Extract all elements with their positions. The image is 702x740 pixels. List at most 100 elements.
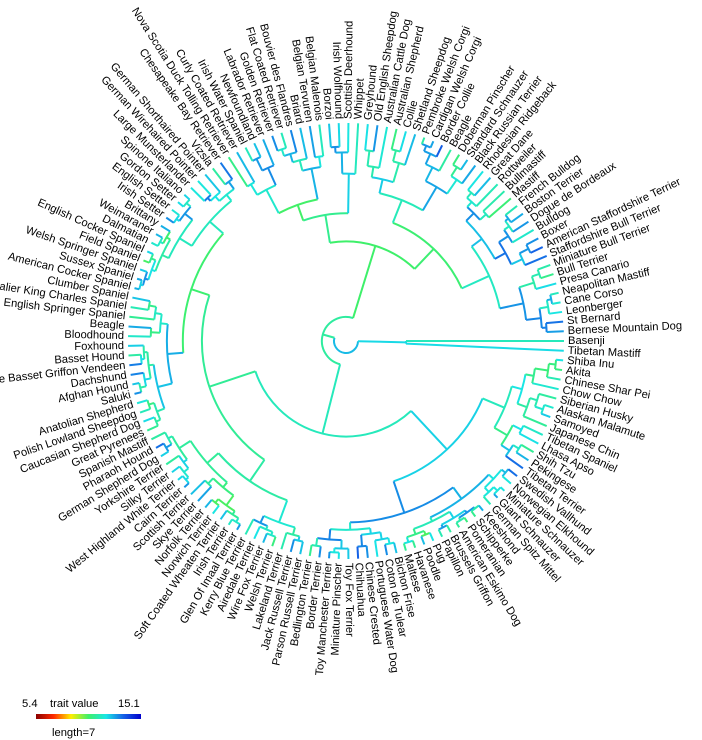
branch-radial-276 bbox=[212, 167, 226, 186]
branch-radial-409 bbox=[539, 305, 549, 310]
branch-arc-262 bbox=[182, 198, 191, 208]
branch-arc-68 bbox=[440, 509, 466, 526]
branch-radial-405 bbox=[540, 273, 554, 280]
branch-arc-96 bbox=[361, 531, 381, 536]
branch-radial-195 bbox=[143, 416, 155, 423]
branch-arc-42 bbox=[504, 444, 514, 457]
branch-radial-319 bbox=[328, 123, 332, 148]
branch-arc-36 bbox=[500, 424, 514, 446]
branch-radial-289 bbox=[236, 151, 256, 183]
branch-arc-90 bbox=[403, 539, 414, 545]
branch-arc-149 bbox=[217, 498, 236, 512]
branch-radial-78 bbox=[455, 522, 461, 528]
branch-radial-103 bbox=[374, 540, 379, 557]
branch-radial-24 bbox=[531, 382, 559, 391]
branch-radial-228 bbox=[132, 296, 151, 303]
branch-arc-126 bbox=[263, 514, 296, 529]
legend-length-label: length=7 bbox=[52, 727, 95, 739]
branch-radial-227 bbox=[130, 306, 149, 311]
branch-arc-344 bbox=[425, 180, 448, 195]
branch-radial-372 bbox=[467, 170, 484, 191]
branch-arc-380 bbox=[498, 241, 513, 265]
branch-radial-322 bbox=[354, 123, 360, 174]
branch-arc-283 bbox=[278, 198, 318, 215]
branch-radial-62 bbox=[499, 486, 506, 492]
branch-arc-197 bbox=[146, 399, 152, 410]
branch-radial-37 bbox=[512, 424, 522, 431]
branch-radial-419 bbox=[546, 330, 564, 334]
branch-arc-210 bbox=[142, 345, 146, 360]
branch-radial-208 bbox=[130, 371, 144, 376]
branch-radial-173 bbox=[183, 482, 190, 488]
branch-arc-410 bbox=[545, 299, 551, 314]
branch-radial-360 bbox=[459, 159, 469, 171]
tip-label: Basset Hound bbox=[54, 350, 125, 367]
branch-radial-82 bbox=[437, 529, 444, 538]
branch-radial-347 bbox=[424, 153, 432, 165]
branch-arc-12 bbox=[493, 386, 513, 429]
branch-radial-254 bbox=[160, 224, 171, 233]
branch-radial-341 bbox=[399, 131, 407, 152]
branch-radial-148 bbox=[225, 494, 235, 506]
branch-arc-285 bbox=[256, 184, 277, 196]
legend-max-label: 15.1 bbox=[118, 698, 140, 710]
branch-radial-224 bbox=[129, 315, 155, 321]
branch-radial-292 bbox=[255, 158, 264, 172]
branch-radial-160 bbox=[204, 499, 213, 509]
branch-radial-202 bbox=[144, 377, 151, 381]
branch-radial-225 bbox=[148, 304, 157, 308]
branch-arc-44 bbox=[515, 444, 523, 454]
legend-color-bar bbox=[36, 714, 141, 719]
branch-radial-331 bbox=[366, 150, 371, 167]
branch-radial-271 bbox=[190, 186, 206, 202]
branch-arc-304 bbox=[277, 147, 287, 152]
branch-radial-74 bbox=[470, 510, 477, 518]
branch-radial-277 bbox=[219, 162, 234, 180]
branch-radial-295 bbox=[253, 142, 262, 158]
branch-radial-220 bbox=[128, 335, 151, 338]
branch-radial-216 bbox=[160, 322, 168, 326]
branch-radial-194 bbox=[146, 424, 159, 432]
tip-label: Greyhound bbox=[362, 64, 379, 120]
branch-radial-354 bbox=[438, 149, 452, 172]
branch-radial-43 bbox=[512, 444, 520, 450]
branch-radial-182 bbox=[155, 442, 165, 449]
tree-branches bbox=[128, 122, 564, 560]
branch-radial-286 bbox=[249, 183, 259, 196]
branch-radial-393 bbox=[519, 247, 529, 255]
branch-radial-7 bbox=[321, 364, 342, 434]
branch-radial-50 bbox=[452, 486, 463, 500]
branch-radial-264 bbox=[183, 194, 191, 201]
branch-radial-280 bbox=[324, 214, 331, 243]
branch-radial-164 bbox=[190, 479, 206, 496]
tip-label: Chihuahua bbox=[352, 562, 367, 617]
branch-arc-234 bbox=[154, 238, 172, 272]
branch-radial-233 bbox=[161, 254, 170, 260]
branch-arc-330 bbox=[367, 165, 380, 169]
branch-arc-256 bbox=[178, 205, 192, 222]
branch-arc-223 bbox=[153, 306, 158, 320]
branch-radial-22 bbox=[554, 368, 563, 372]
branch-radial-296 bbox=[262, 138, 275, 166]
branch-radial-11 bbox=[482, 397, 505, 409]
branch-radial-387 bbox=[504, 205, 518, 216]
branch-radial-231 bbox=[178, 237, 193, 247]
branch-radial-406 bbox=[535, 282, 557, 290]
branch-radial-397 bbox=[524, 254, 548, 267]
branch-radial-260 bbox=[171, 208, 180, 217]
branch-radial-327 bbox=[378, 179, 384, 194]
tip-label: Beagle bbox=[89, 318, 125, 332]
branch-radial-107 bbox=[356, 546, 360, 559]
branch-arc-203 bbox=[142, 372, 148, 387]
branch-radial-353 bbox=[435, 144, 444, 158]
branch-arc-281 bbox=[302, 212, 349, 222]
branch-radial-142 bbox=[253, 526, 261, 540]
branch-arc-109 bbox=[317, 537, 342, 542]
branch-arc-382 bbox=[503, 229, 514, 244]
branch-arc-18 bbox=[545, 363, 550, 378]
branch-radial-156 bbox=[219, 509, 228, 520]
branch-radial-222 bbox=[154, 312, 162, 316]
branch-radial-336 bbox=[392, 162, 400, 183]
branch-radial-30 bbox=[534, 405, 544, 411]
branch-arc-98 bbox=[374, 536, 389, 542]
